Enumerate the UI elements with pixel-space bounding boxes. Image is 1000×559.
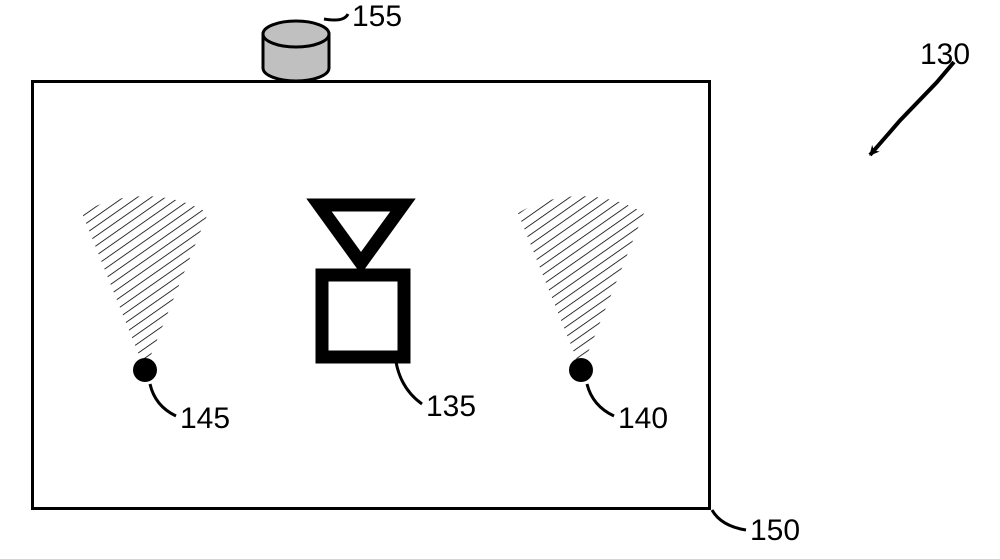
label-135: 135 <box>426 390 476 424</box>
label-150: 150 <box>750 514 800 548</box>
container-rectangle <box>31 80 711 510</box>
label-155: 155 <box>352 0 402 34</box>
arrow-130 <box>870 62 954 155</box>
label-130: 130 <box>920 38 970 72</box>
label-145: 145 <box>180 402 230 436</box>
diagram-canvas: 155 130 135 145 140 150 <box>0 0 1000 559</box>
label-140: 140 <box>618 402 668 436</box>
cylinder-icon <box>263 21 329 81</box>
